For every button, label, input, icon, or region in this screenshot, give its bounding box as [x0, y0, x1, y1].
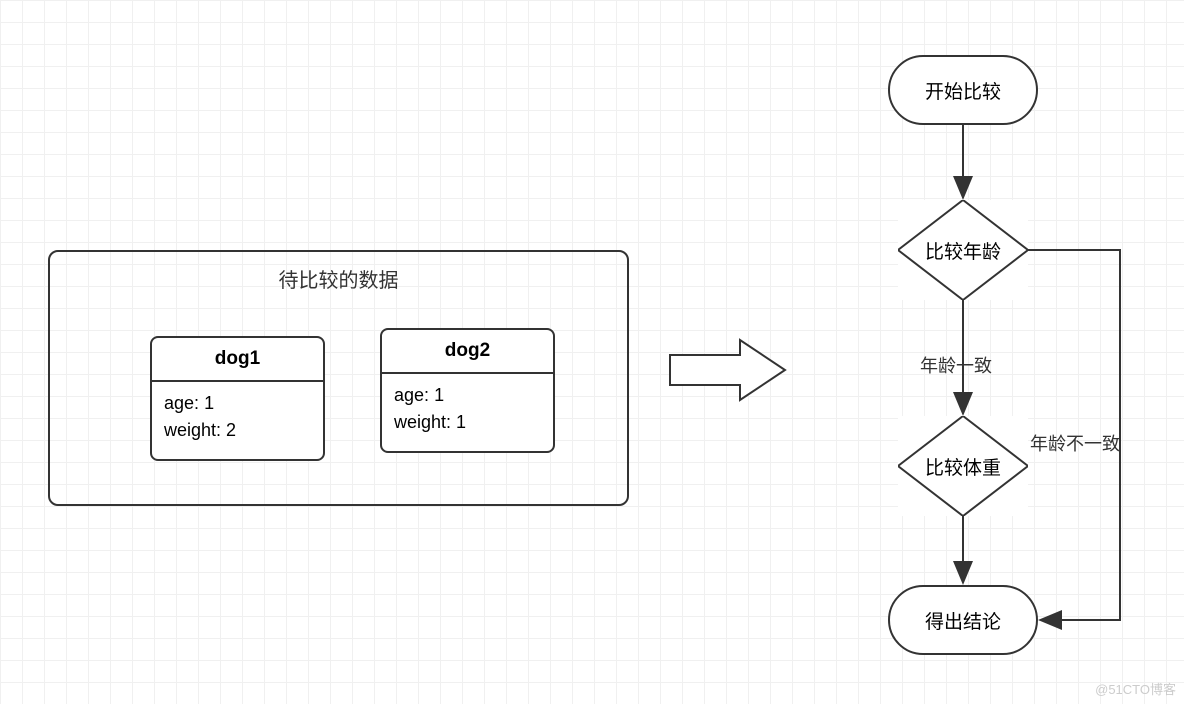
- flow-compare-age-label: 比较年龄: [898, 200, 1028, 300]
- object-dog2: dog2 age: 1 weight: 1: [380, 328, 555, 453]
- edge-label-age-match: 年龄一致: [920, 352, 992, 378]
- watermark: @51CTO博客: [1095, 679, 1176, 698]
- object-dog1: dog1 age: 1 weight: 2: [150, 336, 325, 461]
- flow-compare-weight: 比较体重: [898, 416, 1028, 516]
- edge-label-age-mismatch: 年龄不一致: [1030, 430, 1120, 456]
- object-dog2-field-weight: weight: 1: [394, 409, 541, 436]
- data-container-title: 待比较的数据: [50, 264, 627, 293]
- flow-compare-weight-label: 比较体重: [898, 416, 1028, 516]
- flow-end: 得出结论: [888, 585, 1038, 655]
- object-dog2-name: dog2: [382, 330, 553, 374]
- flow-compare-age: 比较年龄: [898, 200, 1028, 300]
- object-dog2-field-age: age: 1: [394, 382, 541, 409]
- object-dog1-name: dog1: [152, 338, 323, 382]
- flow-start: 开始比较: [888, 55, 1038, 125]
- flow-start-label: 开始比较: [925, 77, 1001, 104]
- object-dog1-body: age: 1 weight: 2: [152, 382, 323, 452]
- flow-end-label: 得出结论: [925, 607, 1001, 634]
- object-dog1-field-weight: weight: 2: [164, 417, 311, 444]
- object-dog1-field-age: age: 1: [164, 390, 311, 417]
- object-dog2-body: age: 1 weight: 1: [382, 374, 553, 444]
